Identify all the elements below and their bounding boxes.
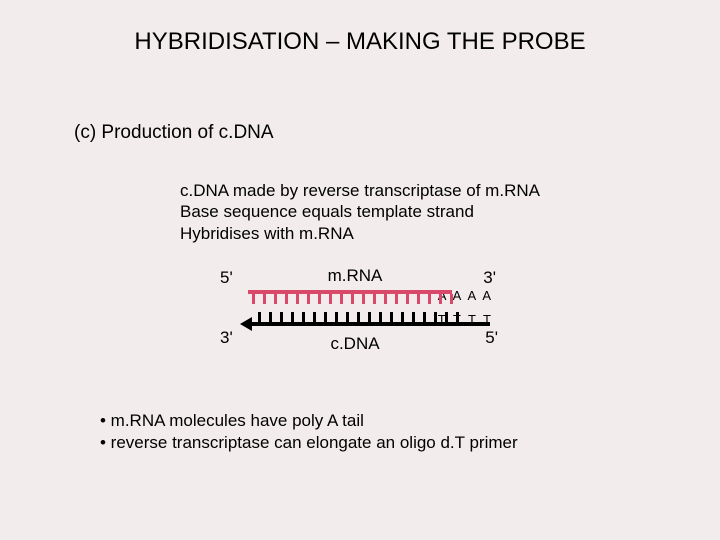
mrna-base (439, 294, 442, 304)
cdna-base (379, 312, 382, 322)
slide-title: HYBRIDISATION – MAKING THE PROBE (0, 28, 720, 56)
mrna-base (340, 294, 343, 304)
cdna-bases (258, 312, 459, 322)
mrna-base (373, 294, 376, 304)
mrna-base (318, 294, 321, 304)
description-block: c.DNA made by reverse transcriptase of m… (180, 180, 540, 244)
cdna-label: c.DNA (210, 334, 500, 354)
bullet-item: • reverse transcriptase can elongate an … (100, 432, 518, 454)
mrna-label: m.RNA (210, 266, 500, 286)
mrna-base (395, 294, 398, 304)
mrna-base (384, 294, 387, 304)
cdna-base (302, 312, 305, 322)
cdna-base (346, 312, 349, 322)
mrna-base (428, 294, 431, 304)
description-line: Hybridises with m.RNA (180, 223, 540, 244)
mrna-bases (252, 294, 453, 304)
cdna-base (324, 312, 327, 322)
mrna-base (263, 294, 266, 304)
mrna-base (351, 294, 354, 304)
cdna-base (291, 312, 294, 322)
mrna-base (329, 294, 332, 304)
mrna-base (417, 294, 420, 304)
cdna-base (280, 312, 283, 322)
cdna-base (423, 312, 426, 322)
cdna-base (390, 312, 393, 322)
slide: HYBRIDISATION – MAKING THE PROBE (c) Pro… (0, 0, 720, 540)
mrna-base (406, 294, 409, 304)
cdna-base (434, 312, 437, 322)
mrna-base (307, 294, 310, 304)
bullet-item: • m.RNA molecules have poly A tail (100, 410, 518, 432)
synthesis-arrow-icon (240, 317, 252, 331)
cdna-base (412, 312, 415, 322)
mrna-base (274, 294, 277, 304)
cdna-base (258, 312, 261, 322)
description-line: Base sequence equals template strand (180, 201, 540, 222)
mrna-base (450, 294, 453, 304)
mrna-base (296, 294, 299, 304)
section-subtitle: (c) Production of c.DNA (74, 122, 274, 144)
mrna-base (285, 294, 288, 304)
bullet-list: • m.RNA molecules have poly A tail • rev… (100, 410, 518, 454)
mrna-base (362, 294, 365, 304)
hybridisation-diagram: 5' m.RNA 3' A A A A T T T T 3' c.DNA 5' (210, 266, 500, 356)
cdna-base (335, 312, 338, 322)
mrna-3-prime-label: 3' (483, 268, 496, 288)
cdna-base (401, 312, 404, 322)
oligo-dt-primer: T T T T (438, 312, 493, 327)
mrna-base (252, 294, 255, 304)
cdna-base (368, 312, 371, 322)
cdna-base (357, 312, 360, 322)
cdna-5-prime-label: 5' (485, 328, 498, 348)
cdna-base (313, 312, 316, 322)
description-line: c.DNA made by reverse transcriptase of m… (180, 180, 540, 201)
cdna-base (269, 312, 272, 322)
